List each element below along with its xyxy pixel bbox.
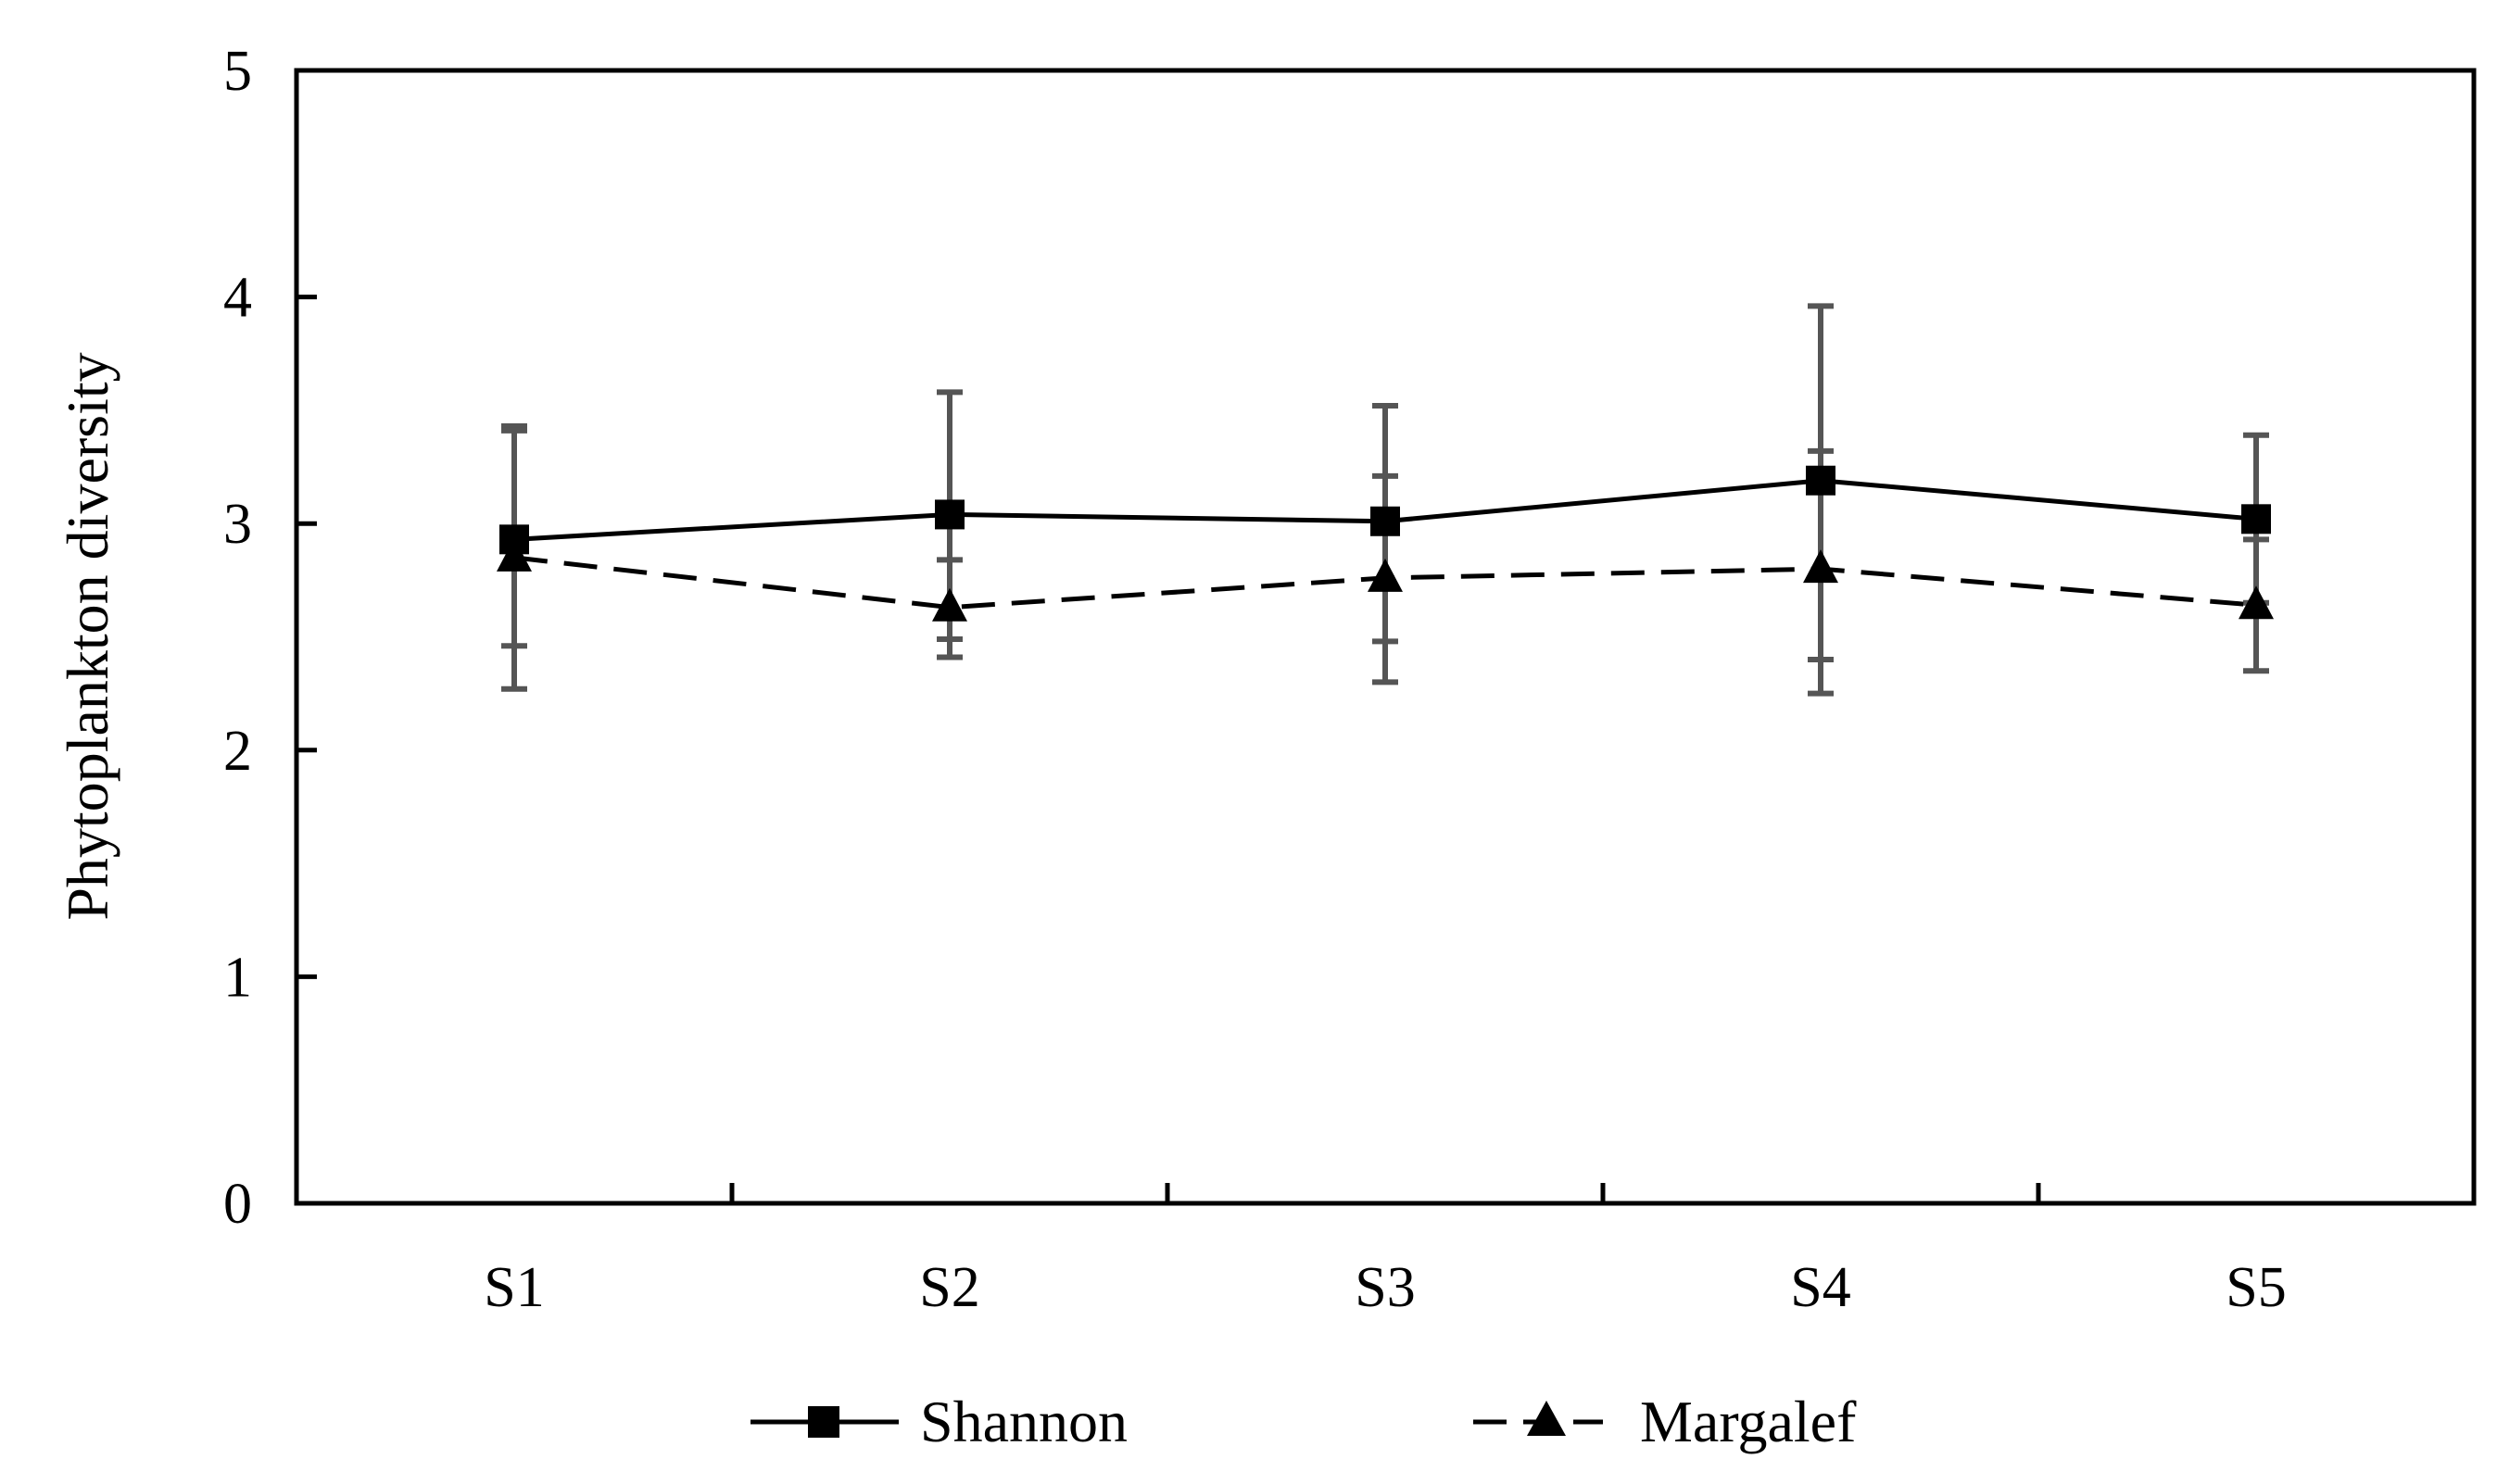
y-tick-label: 2 <box>223 720 252 783</box>
x-tick-label: S5 <box>2226 1256 2286 1319</box>
legend-item-shannon: Shannon <box>750 1389 1128 1454</box>
data-point-shannon <box>2241 504 2271 534</box>
series-markers <box>497 465 2274 622</box>
legend-marker-triangle <box>1527 1401 1566 1436</box>
x-tick-label: S3 <box>1355 1256 1415 1319</box>
legend-label-shannon: Shannon <box>920 1389 1128 1454</box>
data-point-margalef <box>497 537 532 572</box>
y-tick-label: 0 <box>223 1173 252 1236</box>
data-point-margalef <box>2239 585 2274 620</box>
legend-label-margalef: Margalef <box>1640 1389 1857 1454</box>
plot-area-frame <box>294 68 2477 1206</box>
y-tick-label: 1 <box>223 946 252 1009</box>
x-tick-label: S2 <box>919 1256 979 1319</box>
data-point-margalef <box>1368 558 1403 592</box>
y-tick-label: 5 <box>223 40 252 103</box>
legend-marker-square <box>808 1406 839 1438</box>
data-point-margalef <box>932 587 967 622</box>
error-bars <box>501 303 2269 697</box>
data-point-shannon <box>1806 465 1835 496</box>
y-tick-label: 4 <box>223 267 252 330</box>
y-axis-title: Phytoplankton diversity <box>55 352 120 920</box>
y-tick-label: 3 <box>223 493 252 556</box>
x-axis-ticks: S1 S2 S3 S4 S5 <box>484 1183 2287 1319</box>
legend-item-margalef: Margalef <box>1473 1389 1857 1454</box>
x-tick-label: S1 <box>484 1256 544 1319</box>
x-tick-label: S4 <box>1790 1256 1850 1319</box>
data-point-shannon <box>1370 506 1400 536</box>
data-point-margalef <box>1803 549 1838 584</box>
y-axis-ticks: 0 1 2 3 4 5 <box>223 40 317 1236</box>
legend: Shannon Margalef <box>750 1389 1857 1454</box>
data-point-shannon <box>935 499 965 530</box>
